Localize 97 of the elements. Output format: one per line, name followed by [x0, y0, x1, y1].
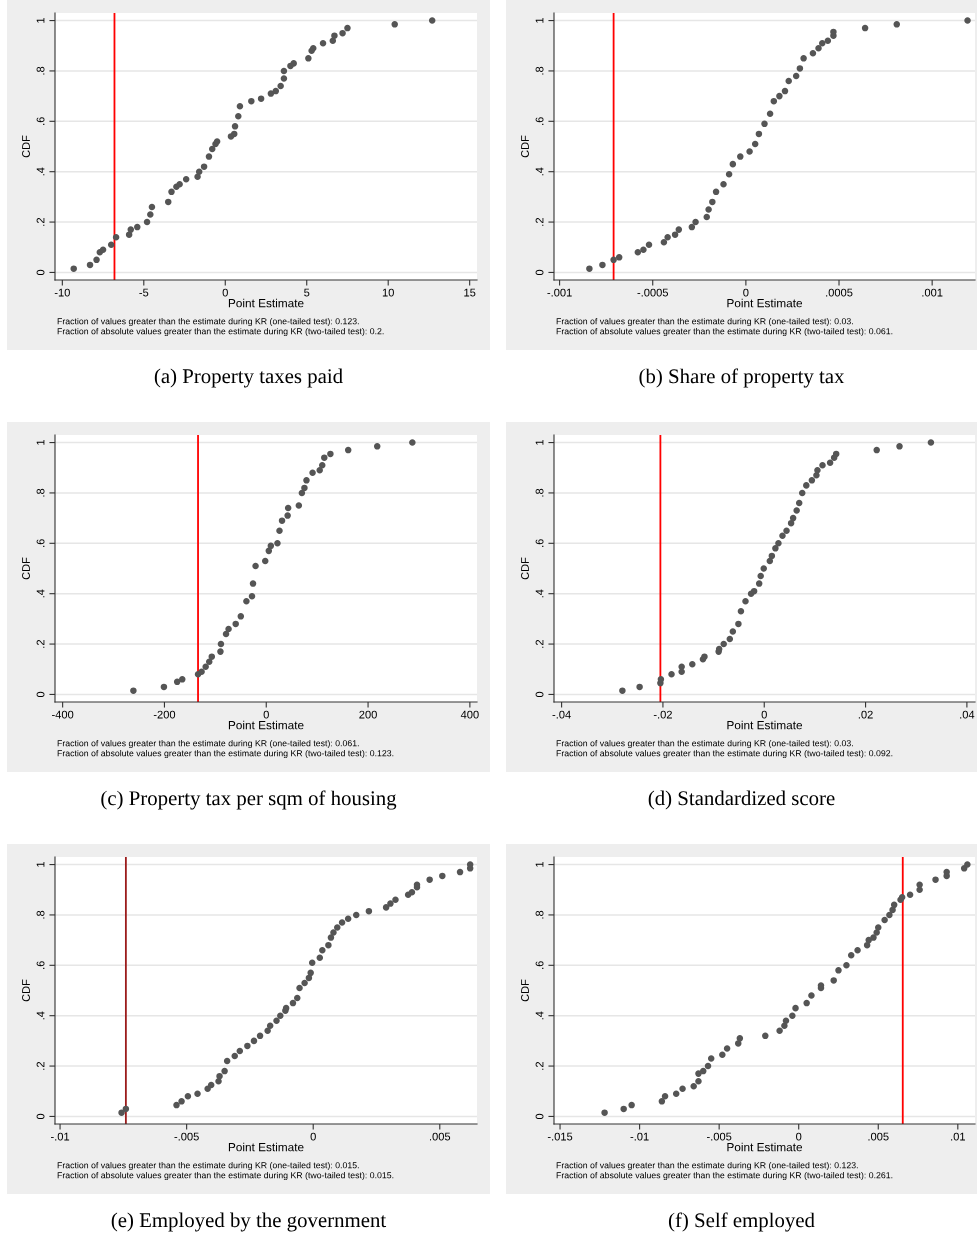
y-tick-label: .6: [535, 539, 544, 547]
text: Fraction of absolute values greater than the estimate during KR (two-tailed test): 0.2.: [57, 327, 384, 337]
x-axis-title: Point Estimate: [228, 720, 304, 730]
x-tick-label: 0: [761, 710, 767, 719]
x-tick-label: -5: [139, 288, 149, 297]
x-tick-label: -.001: [547, 288, 572, 297]
x-tick-label: 5: [304, 288, 310, 297]
y-tick-label: .6: [535, 961, 544, 969]
x-tick-label: .001: [922, 288, 943, 297]
y-tick-label: .6: [36, 117, 45, 125]
x-axis-title: Point Estimate: [727, 720, 803, 730]
y-tick-label: 1: [36, 862, 45, 867]
y-tick-label: 0: [36, 269, 45, 276]
x-tick-label: 400: [460, 710, 479, 719]
y-tick-label: .2: [36, 639, 45, 648]
x-tick-label: 0: [796, 1132, 802, 1141]
y-tick-label: .8: [36, 910, 45, 919]
text: Fraction of absolute values greater than the estimate during KR (two-tailed test): 0.092.: [556, 749, 893, 759]
y-axis-title: CDF: [521, 979, 529, 1002]
y-axis-title: CDF: [22, 135, 30, 158]
x-tick-label: .005: [868, 1132, 889, 1141]
y-axis-title: CDF: [22, 979, 30, 1002]
y-tick-label: .2: [535, 1061, 544, 1070]
text: Fraction of values greater than the estimate during KR (one-tailed test): 0.123.: [57, 317, 359, 327]
y-tick-label: 1: [535, 862, 544, 867]
x-tick-label: .005: [429, 1132, 451, 1141]
y-tick-label: .2: [535, 217, 544, 226]
x-tick-label: 0: [222, 288, 228, 297]
y-tick-label: .4: [36, 589, 45, 598]
text: Fraction of values greater than the estimate during KR (one-tailed test): 0.03.: [556, 317, 853, 327]
y-axis-title: CDF: [521, 135, 529, 158]
y-tick-label: .6: [535, 117, 544, 125]
y-tick-label: .4: [36, 167, 45, 176]
x-tick-label: 0: [310, 1132, 316, 1141]
y-tick-label: 0: [36, 691, 45, 698]
x-tick-label: -400: [52, 710, 74, 719]
x-tick-label: -.005: [706, 1132, 732, 1141]
y-tick-label: .8: [36, 66, 45, 75]
y-tick-label: 1: [535, 440, 544, 445]
y-tick-label: .8: [535, 488, 544, 497]
y-tick-label: 1: [36, 18, 45, 23]
y-tick-label: .4: [36, 1011, 45, 1020]
y-tick-label: 0: [535, 1113, 544, 1120]
y-tick-label: .4: [535, 1011, 544, 1020]
y-tick-label: 0: [36, 1113, 45, 1120]
y-tick-label: .8: [36, 488, 45, 497]
x-tick-label: .0005: [826, 288, 853, 297]
y-tick-label: .2: [36, 1061, 45, 1070]
y-tick-label: .8: [535, 66, 544, 75]
y-tick-label: .8: [535, 910, 544, 919]
y-tick-label: .6: [36, 961, 45, 969]
y-tick-label: 0: [535, 269, 544, 276]
y-tick-label: 1: [36, 440, 45, 445]
x-tick-label: .01: [951, 1132, 965, 1141]
y-tick-label: 1: [535, 18, 544, 23]
x-tick-label: -.01: [630, 1132, 649, 1141]
x-tick-label: 0: [743, 288, 749, 297]
x-tick-label: -.01: [50, 1132, 70, 1141]
y-axis-title: CDF: [22, 557, 30, 580]
x-tick-label: 0: [263, 710, 269, 719]
y-tick-label: .6: [36, 539, 45, 547]
y-tick-label: .2: [36, 217, 45, 226]
text: (a) Property taxes paid: [154, 368, 343, 388]
x-tick-label: -10: [54, 288, 70, 297]
x-axis-title: Point Estimate: [727, 1142, 803, 1152]
text: (f) Self employed: [668, 1212, 815, 1232]
x-tick-label: -.005: [174, 1132, 199, 1141]
text: Fraction of values greater than the estimate during KR (one-tailed test): 0.061.: [57, 739, 359, 749]
y-tick-label: .4: [535, 167, 544, 176]
text: Fraction of absolute values greater than the estimate during KR (two-tailed test): 0.123.: [57, 749, 394, 759]
text: Fraction of absolute values greater than the estimate during KR (two-tailed test): 0.061.: [556, 327, 893, 337]
text: (b) Share of property tax: [639, 368, 845, 388]
x-tick-label: .04: [960, 710, 975, 719]
x-tick-label: 200: [359, 710, 377, 719]
y-tick-label: .4: [535, 589, 544, 598]
x-tick-label: 15: [464, 288, 476, 297]
x-axis-title: Point Estimate: [228, 298, 304, 308]
x-tick-label: 10: [382, 288, 394, 297]
y-axis-title: CDF: [521, 557, 529, 580]
y-tick-label: .2: [535, 639, 544, 648]
text: Fraction of absolute values greater than the estimate during KR (two-tailed test): 0.261.: [556, 1171, 893, 1181]
x-tick-label: -.015: [547, 1132, 573, 1141]
x-axis-title: Point Estimate: [727, 298, 803, 308]
text: Fraction of values greater than the estimate during KR (one-tailed test): 0.015.: [57, 1161, 359, 1171]
x-tick-label: -.02: [653, 710, 672, 719]
y-tick-label: 0: [535, 691, 544, 698]
text: Fraction of absolute values greater than the estimate during KR (two-tailed test): 0.015.: [57, 1171, 394, 1181]
text: Fraction of values greater than the estimate during KR (one-tailed test): 0.123.: [556, 1161, 858, 1171]
text: (e) Employed by the government: [111, 1212, 387, 1232]
x-tick-label: -200: [153, 710, 176, 719]
text: (c) Property tax per sqm of housing: [101, 790, 397, 810]
x-tick-label: -.04: [552, 710, 571, 719]
x-tick-label: -.0005: [637, 288, 669, 297]
text: Fraction of values greater than the estimate during KR (one-tailed test): 0.03.: [556, 739, 853, 749]
x-tick-label: .02: [858, 710, 873, 719]
x-axis-title: Point Estimate: [228, 1142, 304, 1152]
text: (d) Standardized score: [648, 790, 835, 810]
